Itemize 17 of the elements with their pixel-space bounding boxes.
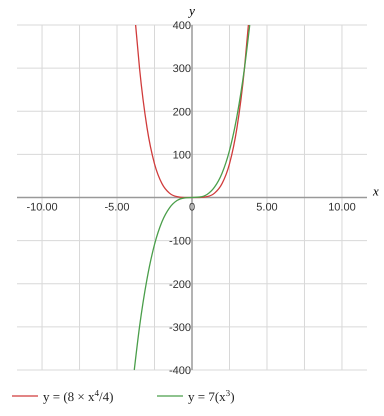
x-tick-label: 0: [188, 202, 196, 214]
y-tick-label: -100: [168, 236, 191, 248]
x-tick-label: 5.00: [256, 202, 278, 214]
y-tick-label: 300: [172, 63, 191, 76]
y-tick-label: 100: [172, 149, 191, 162]
x-tick-label: 10.00: [328, 202, 356, 214]
x-axis-title: x: [372, 184, 379, 198]
legend-label: y = 7(x$^{3}$): [188, 388, 235, 404]
legend-label: y = (8 × x$^{4}$/4): [43, 388, 114, 404]
y-axis-title: y: [187, 3, 196, 18]
y-tick-label: -400: [168, 365, 191, 377]
y-tick-label: 200: [172, 106, 191, 118]
y-tick-label: 400: [172, 20, 191, 32]
y-tick-label: -300: [168, 322, 191, 334]
x-tick-label: -10.00: [26, 202, 58, 214]
x-tick-label: -5.00: [104, 202, 130, 214]
y-tick-label: -200: [168, 278, 191, 291]
